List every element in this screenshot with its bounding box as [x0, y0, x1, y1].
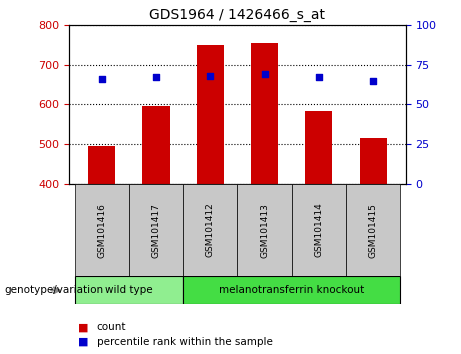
- Bar: [75, 184, 129, 276]
- Bar: [129, 184, 183, 276]
- Text: GSM101414: GSM101414: [314, 203, 323, 257]
- Text: ■: ■: [78, 322, 89, 332]
- Point: [98, 76, 106, 82]
- Text: ■: ■: [78, 337, 89, 347]
- Bar: [292, 184, 346, 276]
- Text: GSM101412: GSM101412: [206, 203, 215, 257]
- Bar: [183, 184, 237, 276]
- Text: GSM101413: GSM101413: [260, 202, 269, 258]
- Point: [152, 74, 160, 80]
- Bar: [360, 138, 387, 184]
- Text: GSM101416: GSM101416: [97, 202, 106, 258]
- Text: GSM101417: GSM101417: [152, 202, 160, 258]
- Point: [207, 73, 214, 79]
- Text: genotype/variation: genotype/variation: [5, 285, 104, 295]
- Bar: [237, 184, 292, 276]
- Bar: [197, 45, 224, 184]
- Bar: [305, 111, 332, 184]
- Point: [369, 78, 377, 83]
- Bar: [75, 276, 183, 304]
- Point: [315, 74, 323, 80]
- Text: percentile rank within the sample: percentile rank within the sample: [97, 337, 273, 347]
- Bar: [251, 43, 278, 184]
- Title: GDS1964 / 1426466_s_at: GDS1964 / 1426466_s_at: [149, 8, 325, 22]
- Bar: [183, 276, 400, 304]
- Bar: [142, 106, 170, 184]
- Bar: [346, 184, 400, 276]
- Text: wild type: wild type: [105, 285, 153, 295]
- Text: GSM101415: GSM101415: [369, 202, 378, 258]
- Bar: [88, 146, 115, 184]
- Point: [261, 71, 268, 77]
- Text: count: count: [97, 322, 126, 332]
- Text: melanotransferrin knockout: melanotransferrin knockout: [219, 285, 364, 295]
